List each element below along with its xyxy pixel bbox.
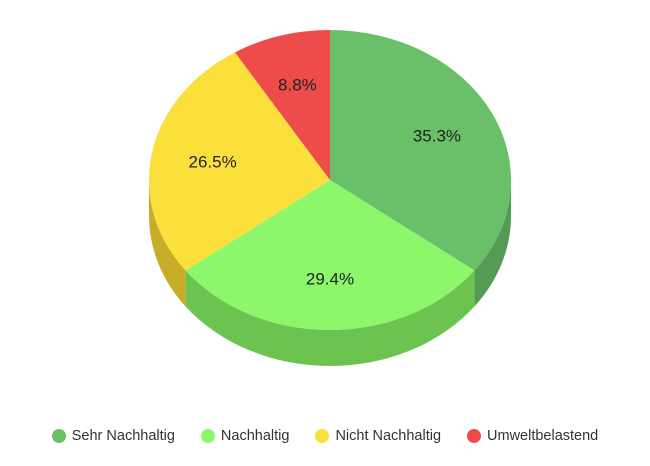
legend-swatch — [467, 429, 482, 443]
legend-label: Umweltbelastend — [487, 428, 599, 444]
legend: Sehr Nachhaltig Nachhaltig Nicht Nachhalti… — [0, 428, 650, 444]
pie-slice-nachhaltig[interactable] — [185, 180, 475, 331]
data-label-nachhaltig: 29.4% — [306, 270, 354, 289]
legend-swatch — [315, 429, 330, 443]
legend-item-umweltbelastend[interactable]: Umweltbelastend — [467, 428, 598, 444]
pie-side-nachhaltig — [185, 270, 475, 366]
legend-swatch — [200, 429, 215, 443]
legend-swatch — [51, 429, 66, 443]
data-label-nicht-nachhaltig: 26.5% — [188, 152, 236, 171]
legend-item-sehr-nachhaltig[interactable]: Sehr Nachhaltig — [51, 428, 175, 444]
pie-side-nicht-nachhaltig — [149, 180, 186, 307]
data-label-sehr-nachhaltig: 35.3% — [413, 126, 461, 145]
pie-side-sehr-nachhaltig — [474, 180, 511, 307]
legend-label: Sehr Nachhaltig — [71, 428, 175, 444]
legend-label: Nachhaltig — [220, 428, 290, 444]
pie-chart-canvas: 35.3% 29.4% 26.5% 8.8% — [149, 30, 511, 366]
pie-slice-nicht-nachhaltig[interactable] — [149, 52, 330, 271]
data-label-umweltbelastend: 8.8% — [278, 75, 317, 94]
legend-item-nicht-nachhaltig[interactable]: Nicht Nachhaltig — [315, 428, 441, 444]
pie-slice-sehr-nachhaltig[interactable] — [330, 30, 511, 271]
legend-item-nachhaltig[interactable]: Nachhaltig — [200, 428, 290, 444]
legend-label: Nicht Nachhaltig — [335, 428, 442, 444]
pie-slice-umweltbelastend[interactable] — [234, 30, 330, 180]
